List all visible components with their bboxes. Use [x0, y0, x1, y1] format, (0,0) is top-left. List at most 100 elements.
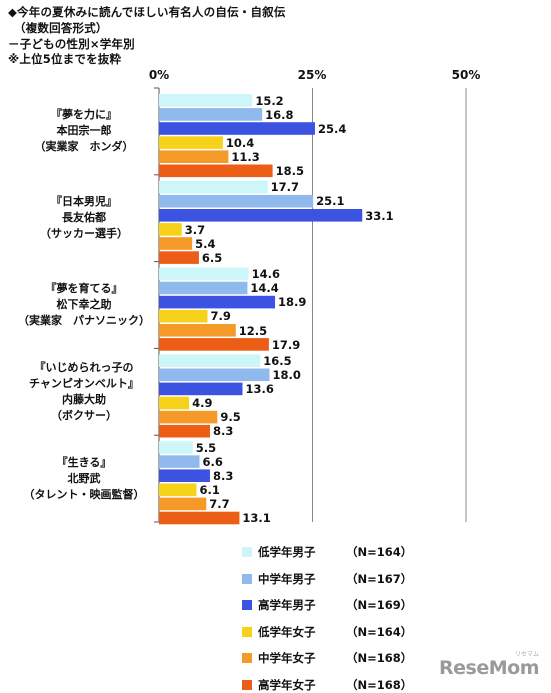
logo-subtext: リセマム	[514, 651, 539, 658]
legend-item: 低学年女子 （N=164）	[242, 625, 412, 639]
legend-label: 中学年男子	[258, 571, 316, 586]
category-label-line: 本田宗一郎	[56, 124, 112, 138]
bar-4-5	[159, 511, 240, 525]
x-tick-label-50: 50%	[451, 68, 481, 82]
legend-swatch	[242, 679, 252, 690]
category-label-line: （ボクサー）	[51, 408, 117, 422]
legend-sample-size: （N=164）	[346, 624, 413, 639]
category-label: 『日本男児』 長友佑都 （サッカー選手）	[14, 194, 154, 242]
data-label: 14.4	[250, 281, 279, 296]
legend-label: 高学年女子	[258, 677, 316, 692]
bar-3-5	[159, 424, 210, 438]
data-label: 17.9	[271, 337, 301, 352]
bar-4-1	[159, 455, 200, 468]
data-label: 15.2	[255, 93, 284, 108]
bar-1-5	[159, 251, 199, 264]
legend-item: 高学年女子 （N=168）	[242, 678, 412, 692]
data-label: 16.8	[265, 107, 294, 122]
bar-2-1	[159, 281, 248, 295]
bar-0-1	[159, 108, 263, 121]
legend-label: 低学年女子	[258, 624, 316, 639]
legend-sample-size: （N=169）	[346, 598, 413, 612]
data-label: 13.1	[242, 511, 271, 526]
legend-item: 高学年男子 （N=169）	[242, 598, 412, 612]
bar-2-4	[159, 324, 236, 337]
category-label-line: 内藤大助	[62, 392, 106, 406]
chart-title-line-2: （複数回答形式）	[14, 21, 108, 35]
data-label: 10.4	[225, 135, 255, 150]
data-label: 14.6	[251, 267, 281, 282]
bar-4-2	[159, 469, 210, 482]
bar-2-0	[159, 267, 249, 281]
data-label: 8.3	[212, 468, 234, 483]
legend-sample-size: （N=167）	[346, 571, 413, 586]
data-label: 18.0	[272, 368, 301, 382]
bar-4-4	[159, 497, 207, 511]
legend-item: 中学年女子 （N=168）	[242, 651, 412, 665]
legend-swatch	[242, 626, 252, 637]
category-label-line: （実業家 ホンダ）	[34, 140, 134, 154]
category-label-line: 松下幸之助	[56, 298, 112, 311]
data-label: 25.1	[316, 194, 345, 209]
chart-title-line-1: ◆今年の夏休みに読んでほしい有名人の自伝・自叙伝	[8, 5, 286, 19]
data-label: 5.4	[195, 236, 216, 251]
data-label: 6.5	[201, 250, 223, 265]
chart-subtitle: －子どもの性別×学年別	[8, 37, 135, 51]
category-label-line: 北野武	[67, 471, 101, 485]
category-label-line: 『日本男児』	[51, 195, 117, 209]
bar-1-0	[159, 180, 268, 194]
category-label-line: （実業家 パナソニック）	[18, 314, 150, 327]
category-label: 『夢を力に』 本田宗一郎 （実業家 ホンダ）	[14, 107, 154, 155]
data-label: 8.3	[212, 424, 234, 439]
category-label-line: 『いじめられっ子の	[34, 360, 134, 374]
category-label: 『生きる』北野武 （タレント・映画監督）	[14, 455, 154, 503]
data-label: 25.4	[317, 121, 347, 136]
x-tick-label-0: 0%	[148, 68, 170, 82]
data-label: 3.7	[184, 222, 206, 237]
resemom-logo: リセマム ReseMom	[439, 651, 539, 679]
legend-sample-size: （N=164）	[346, 545, 413, 559]
x-tick-label-25: 25%	[297, 68, 327, 82]
bar-2-2	[159, 295, 276, 309]
data-label: 5.5	[195, 440, 217, 455]
data-label: 7.9	[210, 309, 231, 324]
data-label: 16.5	[263, 353, 292, 368]
legend-item: 中学年男子 （N=167）	[242, 572, 412, 586]
legend-label: 中学年女子	[258, 651, 316, 665]
bar-2-5	[159, 338, 269, 351]
legend-swatch	[242, 573, 252, 584]
bar-1-2	[159, 209, 363, 222]
category-label: 『夢を育てる』 松下幸之助 （実業家 パナソニック）	[14, 281, 154, 329]
data-label: 6.6	[202, 454, 223, 469]
data-label: 17.7	[270, 180, 300, 195]
legend-item: 低学年男子 （N=164）	[242, 545, 412, 559]
category-label-line: 『生きる』	[56, 455, 112, 469]
data-label: 18.5	[275, 164, 304, 178]
bar-0-5	[159, 164, 273, 178]
bar-0-0	[159, 94, 253, 107]
data-label: 11.3	[231, 149, 260, 164]
bar-3-4	[159, 410, 218, 424]
data-label: 18.9	[278, 295, 307, 310]
bar-2-3	[159, 309, 208, 323]
bar-4-3	[159, 483, 197, 497]
data-label: 13.6	[245, 382, 274, 397]
bar-1-3	[159, 223, 182, 236]
bar-3-0	[159, 354, 261, 367]
category-label-line: （タレント・映画監督）	[23, 487, 145, 501]
logo-text: ReseMom	[439, 657, 539, 679]
legend-label: 高学年男子	[258, 598, 316, 612]
bar-0-4	[159, 150, 229, 163]
bar-3-1	[159, 368, 270, 382]
category-label-line: 『夢を力に』	[51, 108, 117, 122]
bar-0-3	[159, 136, 223, 149]
legend-swatch	[242, 600, 252, 610]
data-label: 33.1	[365, 208, 394, 223]
category-label: 『いじめられっ子の チャンピオンベルト』 内藤大助 （ボクサー）	[14, 360, 154, 424]
legend-swatch	[242, 547, 252, 557]
category-label-line: 『夢を育てる』	[45, 282, 123, 295]
chart-note: ※上位5位までを抜粋	[8, 52, 122, 66]
legend-label: 低学年男子	[258, 545, 316, 559]
bar-0-2	[159, 122, 315, 135]
